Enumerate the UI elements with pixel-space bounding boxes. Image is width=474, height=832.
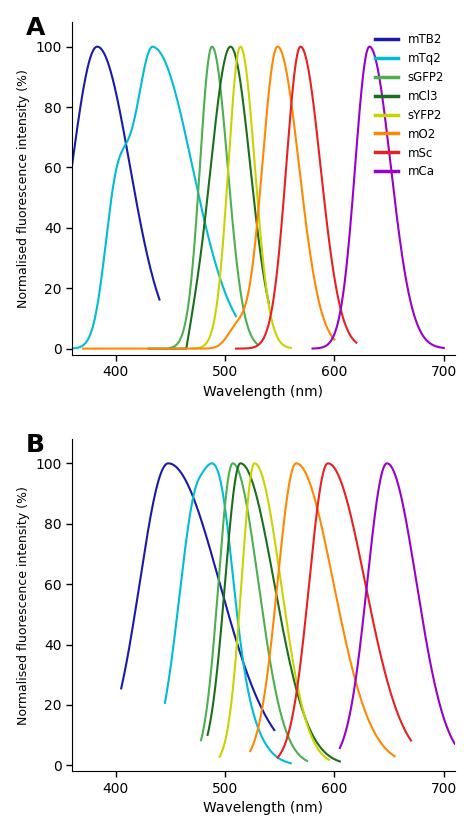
X-axis label: Wavelength (nm): Wavelength (nm) [203, 801, 323, 815]
X-axis label: Wavelength (nm): Wavelength (nm) [203, 384, 323, 399]
Legend: mTB2, mTq2, sGFP2, mCl3, sYFP2, mO2, mSc, mCa: mTB2, mTq2, sGFP2, mCl3, sYFP2, mO2, mSc… [370, 28, 449, 183]
Text: B: B [26, 433, 45, 457]
Y-axis label: Normalised fluorescence intensity (%): Normalised fluorescence intensity (%) [17, 486, 30, 725]
Y-axis label: Normalised fluorescence intensity (%): Normalised fluorescence intensity (%) [17, 69, 30, 308]
Text: A: A [26, 16, 46, 40]
